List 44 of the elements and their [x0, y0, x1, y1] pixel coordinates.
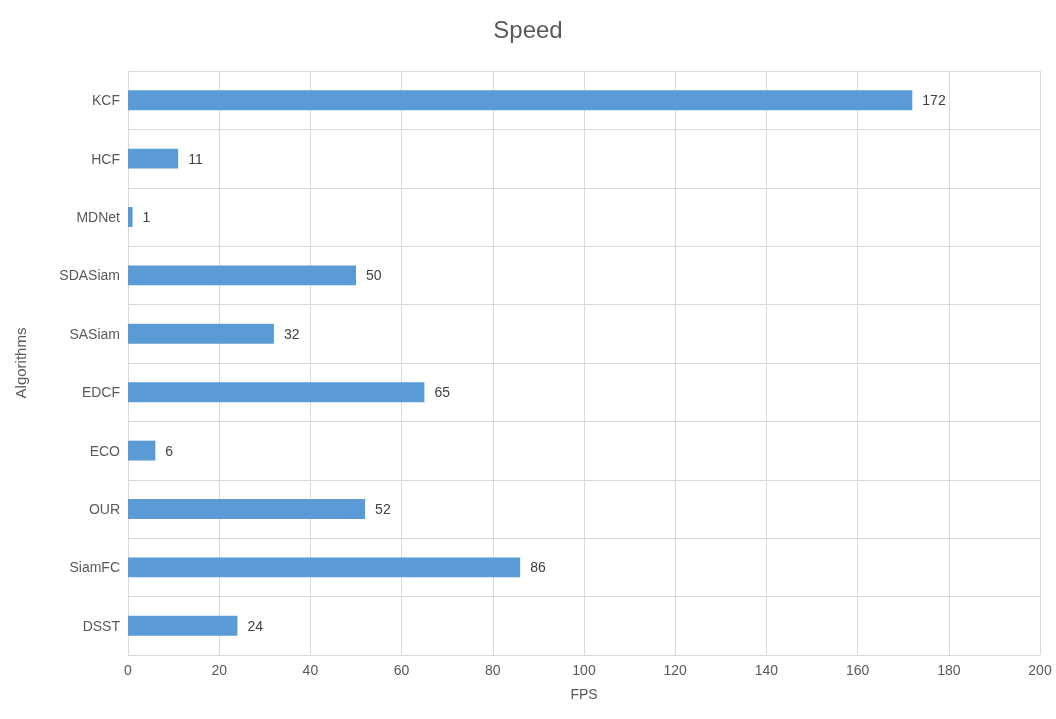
data-label: 172 [922, 92, 946, 109]
y-tick-label: MDNet [76, 209, 121, 225]
y-tick-label: ECO [89, 442, 121, 459]
x-tick-label: 40 [302, 662, 319, 678]
bar [128, 382, 425, 403]
data-label: 50 [366, 267, 382, 284]
data-label: 24 [247, 617, 264, 634]
x-tick-label: 100 [572, 662, 596, 678]
y-tick-label: DSST [82, 617, 121, 634]
y-tick-label: SiamFC [69, 559, 120, 576]
data-label: 86 [530, 559, 546, 576]
data-label: 1 [142, 209, 151, 225]
data-label: 11 [188, 150, 203, 167]
x-tick-label: 160 [845, 662, 870, 678]
data-label: 6 [165, 442, 174, 459]
bar [128, 90, 913, 111]
y-axis-title: Algorithms [12, 327, 29, 399]
y-tick-label: HCF [91, 150, 120, 167]
data-label: 32 [283, 325, 300, 342]
x-tick-label: 180 [937, 662, 961, 678]
y-tick-label: KCF [92, 92, 120, 109]
x-tick-label: 20 [211, 662, 228, 678]
y-tick-label: EDCF [81, 384, 120, 401]
x-tick-label: 80 [485, 662, 501, 678]
y-tick-label: SASiam [69, 325, 120, 342]
x-tick-label: 140 [754, 662, 779, 678]
data-label: 65 [434, 384, 451, 401]
x-tick-label: 60 [393, 662, 410, 678]
x-axis-title: FPS [570, 686, 598, 702]
bar [128, 440, 156, 461]
data-label: 52 [375, 501, 391, 517]
bar [128, 323, 274, 344]
bar [128, 148, 179, 169]
x-tick-label: 0 [124, 662, 133, 678]
bar [128, 557, 521, 578]
bar [128, 265, 356, 286]
bar [128, 615, 238, 636]
y-tick-label: OUR [88, 501, 120, 517]
bar [128, 207, 133, 227]
x-tick-label: 120 [663, 662, 688, 678]
x-tick-label: 200 [1028, 662, 1052, 678]
chart-title: Speed [493, 15, 563, 43]
y-tick-label: SDASiam [59, 267, 120, 284]
bar [128, 499, 366, 519]
